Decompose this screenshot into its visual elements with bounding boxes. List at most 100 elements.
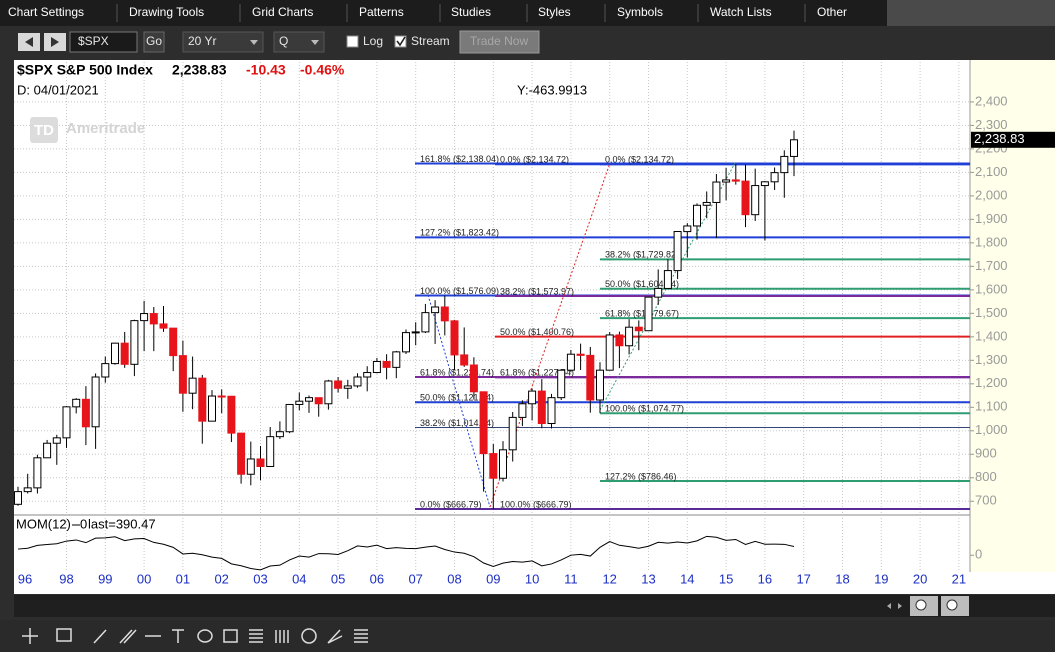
menu-item[interactable]: Patterns: [359, 5, 404, 19]
menu-item[interactable]: Other: [817, 5, 847, 19]
candle-body: [450, 320, 459, 356]
y-tick-label: 700: [975, 493, 997, 508]
candle-body: [130, 320, 139, 365]
y-tick-label: 2,100: [975, 164, 1008, 179]
candle-body: [673, 231, 682, 272]
y-tick-label: 800: [975, 469, 997, 484]
fib-label: 50.0% ($1,121.44): [420, 393, 494, 403]
candle-body: [644, 296, 653, 332]
menu-bar-filler: [887, 0, 1055, 26]
menu-item[interactable]: Chart Settings: [8, 5, 84, 19]
go-button[interactable]: [143, 31, 165, 53]
x-tick-label: 07: [408, 571, 422, 586]
trade-now-button[interactable]: [459, 30, 540, 54]
menu-item[interactable]: Drawing Tools: [129, 5, 204, 19]
candle-body: [363, 372, 372, 378]
candle-body: [314, 397, 323, 405]
stream-checkbox[interactable]: [394, 35, 407, 48]
fib-label: 38.2% ($1,729.82): [605, 250, 679, 260]
candle-body: [741, 180, 750, 216]
dropdown-arrow: [250, 40, 258, 45]
drawing-icons: [22, 628, 368, 644]
menu-item[interactable]: Styles: [538, 5, 571, 19]
forward-icon: [51, 37, 59, 47]
candle-body: [159, 323, 168, 329]
zoom-out-icon: [946, 599, 958, 611]
candle-body: [120, 342, 129, 365]
symbol-input[interactable]: [69, 31, 138, 53]
log-checkbox[interactable]: [346, 35, 359, 48]
fan-tool[interactable]: [301, 628, 317, 644]
check-mark: [396, 36, 406, 47]
x-tick-label: 01: [176, 571, 190, 586]
candle-body: [566, 353, 575, 371]
candle-body: [576, 353, 585, 356]
watermark: Ameritrade: [66, 120, 145, 137]
interval-select[interactable]: [273, 31, 325, 53]
ellipse-tool[interactable]: [197, 629, 213, 643]
mom-legend-zero: 0: [80, 516, 87, 531]
candle-body: [605, 334, 614, 371]
fib-label: 127.2% ($786.46): [605, 471, 677, 481]
scroll-arrows: [887, 603, 902, 609]
change: -10.43: [246, 62, 286, 78]
candle-body: [353, 376, 362, 387]
time-axis-panel: [14, 572, 1055, 594]
fib-label: 61.8% ($1,479.67): [605, 308, 679, 318]
back-icon: [25, 37, 33, 47]
mom-title: MOM(12): [16, 516, 71, 531]
menu-item[interactable]: Studies: [451, 5, 491, 19]
menu-item[interactable]: Symbols: [617, 5, 663, 19]
crosshair-tool[interactable]: [22, 628, 38, 644]
list-tool[interactable]: [354, 629, 368, 643]
candle-body: [508, 416, 517, 451]
line-tool[interactable]: [93, 629, 107, 644]
candle-body: [324, 380, 333, 405]
rect-tool[interactable]: [223, 629, 238, 643]
grid-tool[interactable]: [56, 628, 72, 642]
candle-body: [237, 432, 246, 475]
candle-body: [334, 380, 343, 389]
candle-body: [693, 204, 701, 227]
x-tick-label: 99: [98, 571, 112, 586]
fib-label: 61.8% ($1,228.74): [420, 367, 494, 377]
candle-body: [266, 436, 275, 467]
channel-tool[interactable]: [119, 629, 137, 644]
log-label: Log: [363, 34, 383, 48]
scrollbar[interactable]: [14, 595, 1055, 617]
candle-body: [663, 270, 672, 289]
drawing-toolbar: [0, 620, 1055, 652]
text-tool[interactable]: [172, 629, 184, 643]
candle-body: [722, 179, 731, 183]
candle-body: [72, 398, 81, 408]
gann-tool[interactable]: [327, 629, 343, 644]
go-label: Go: [146, 34, 162, 48]
menu-item[interactable]: Grid Charts: [252, 5, 313, 19]
candle-body: [460, 354, 469, 366]
candle-body: [625, 326, 634, 347]
candle-body: [62, 406, 71, 439]
fib-label: 100.0% ($1,576.09): [420, 286, 499, 296]
candle-body: [305, 397, 313, 402]
x-tick-label: 13: [641, 571, 655, 586]
cursor-date: D: 04/01/2021: [17, 82, 99, 97]
period-select[interactable]: [182, 31, 264, 53]
fib-tool[interactable]: [249, 629, 263, 643]
candle-body: [285, 403, 294, 433]
candle-body: [23, 487, 32, 493]
symbol-title: $SPX S&P 500 Index: [17, 62, 153, 78]
y-tick-label: 1,500: [975, 305, 1008, 320]
x-tick-label: 19: [874, 571, 888, 586]
candle-body: [479, 391, 488, 455]
x-tick-label: 02: [214, 571, 228, 586]
y-tick-label: 1,100: [975, 399, 1008, 414]
menu-item[interactable]: Watch Lists: [710, 5, 772, 19]
trade-now-label: Trade Now: [470, 34, 529, 48]
time-zone-tool[interactable]: [275, 630, 289, 643]
candle-body: [770, 172, 779, 183]
y-tick-label: 1,400: [975, 328, 1008, 343]
candle-body: [411, 331, 420, 334]
candle-body: [528, 390, 537, 405]
x-tick-label: 14: [680, 571, 694, 586]
